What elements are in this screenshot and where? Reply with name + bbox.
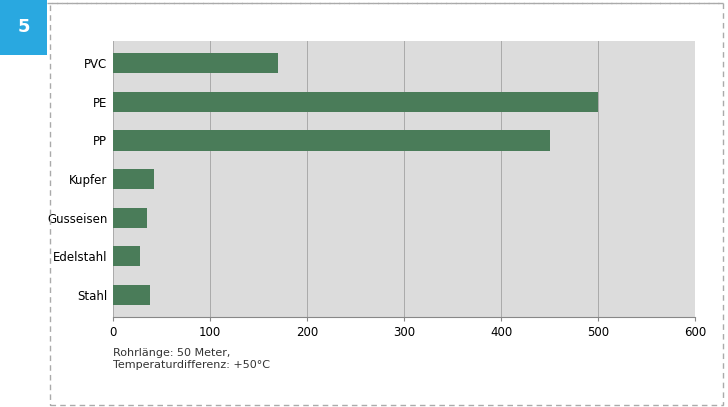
Bar (113, 131, 550, 151)
Bar (113, 53, 278, 73)
Text: Rohrlänge: 50 Meter,
Temperaturdifferenz: +50°C: Rohrlänge: 50 Meter, Temperaturdifferenz… (113, 348, 270, 370)
Bar (113, 169, 154, 189)
Bar (113, 246, 140, 266)
Bar (113, 285, 150, 305)
Text: 5: 5 (17, 18, 30, 37)
Bar (113, 208, 147, 228)
Bar (113, 92, 598, 112)
